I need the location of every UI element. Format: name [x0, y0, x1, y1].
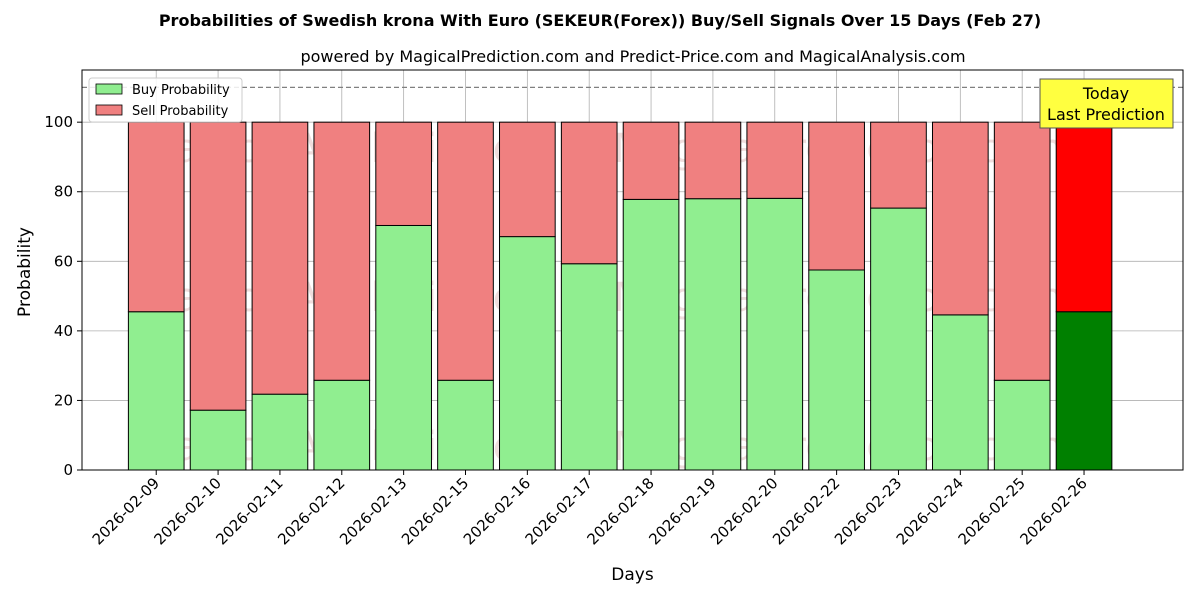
bar-sell	[127, 121, 185, 313]
y-axis-label: Probability	[15, 227, 35, 317]
y-tick-label: 60	[54, 252, 73, 270]
x-axis-label: Days	[611, 565, 654, 585]
bar-sell	[189, 121, 247, 411]
bar-buy	[1055, 311, 1113, 471]
x-tick-label: 2026-02-26	[1016, 474, 1090, 548]
bar-sell	[251, 121, 309, 395]
legend-swatch-buy	[95, 83, 123, 95]
plot-frame	[81, 69, 1184, 471]
legend: Buy Probability Sell Probability	[88, 77, 243, 123]
bar-sell	[499, 121, 556, 238]
bar-buy	[931, 314, 989, 471]
bar-buy	[375, 224, 432, 471]
bar-buy	[808, 269, 865, 471]
bar-buy	[684, 198, 742, 471]
y-tick-label: 100	[44, 113, 73, 131]
y-tick-label: 0	[63, 461, 73, 479]
bar-sell	[684, 121, 742, 200]
bar-sell	[560, 121, 618, 265]
today-annotation: Today Last Prediction	[1039, 78, 1174, 129]
chart-title: Probabilities of Swedish krona With Euro…	[159, 11, 1041, 30]
bar-sell	[746, 121, 804, 199]
chart-subtitle: powered by MagicalPrediction.com and Pre…	[300, 47, 965, 66]
legend-box	[88, 77, 243, 123]
bar-sell	[808, 121, 865, 271]
bar-buy	[313, 379, 371, 471]
y-tick-label: 80	[54, 183, 73, 201]
today-annotation-line1: Today	[1082, 84, 1129, 103]
bar-buy	[127, 311, 185, 471]
bar-buy	[251, 393, 309, 471]
bar-layer	[127, 121, 1113, 471]
bar-sell	[931, 121, 989, 316]
bar-sell	[870, 121, 927, 209]
bar-sell	[993, 121, 1051, 381]
bar-buy	[622, 198, 680, 471]
legend-label-buy: Buy Probability	[132, 83, 230, 98]
bar-sell	[622, 121, 680, 200]
legend-label-sell: Sell Probability	[132, 104, 229, 119]
bar-buy	[993, 379, 1051, 471]
legend-swatch-sell	[95, 104, 123, 116]
bar-buy	[560, 263, 618, 471]
today-annotation-line2: Last Prediction	[1047, 105, 1165, 124]
bar-sell	[313, 121, 371, 381]
bar-buy	[499, 236, 556, 471]
bar-buy	[189, 409, 247, 471]
today-annotation-box	[1039, 78, 1174, 129]
bar-buy	[746, 197, 804, 471]
y-tick-label: 20	[54, 391, 73, 409]
y-tick-label: 40	[54, 322, 73, 340]
bar-buy	[870, 207, 927, 471]
bar-buy	[437, 379, 494, 471]
bar-sell	[1055, 121, 1113, 313]
bar-sell	[437, 121, 494, 381]
bar-sell	[375, 121, 432, 226]
